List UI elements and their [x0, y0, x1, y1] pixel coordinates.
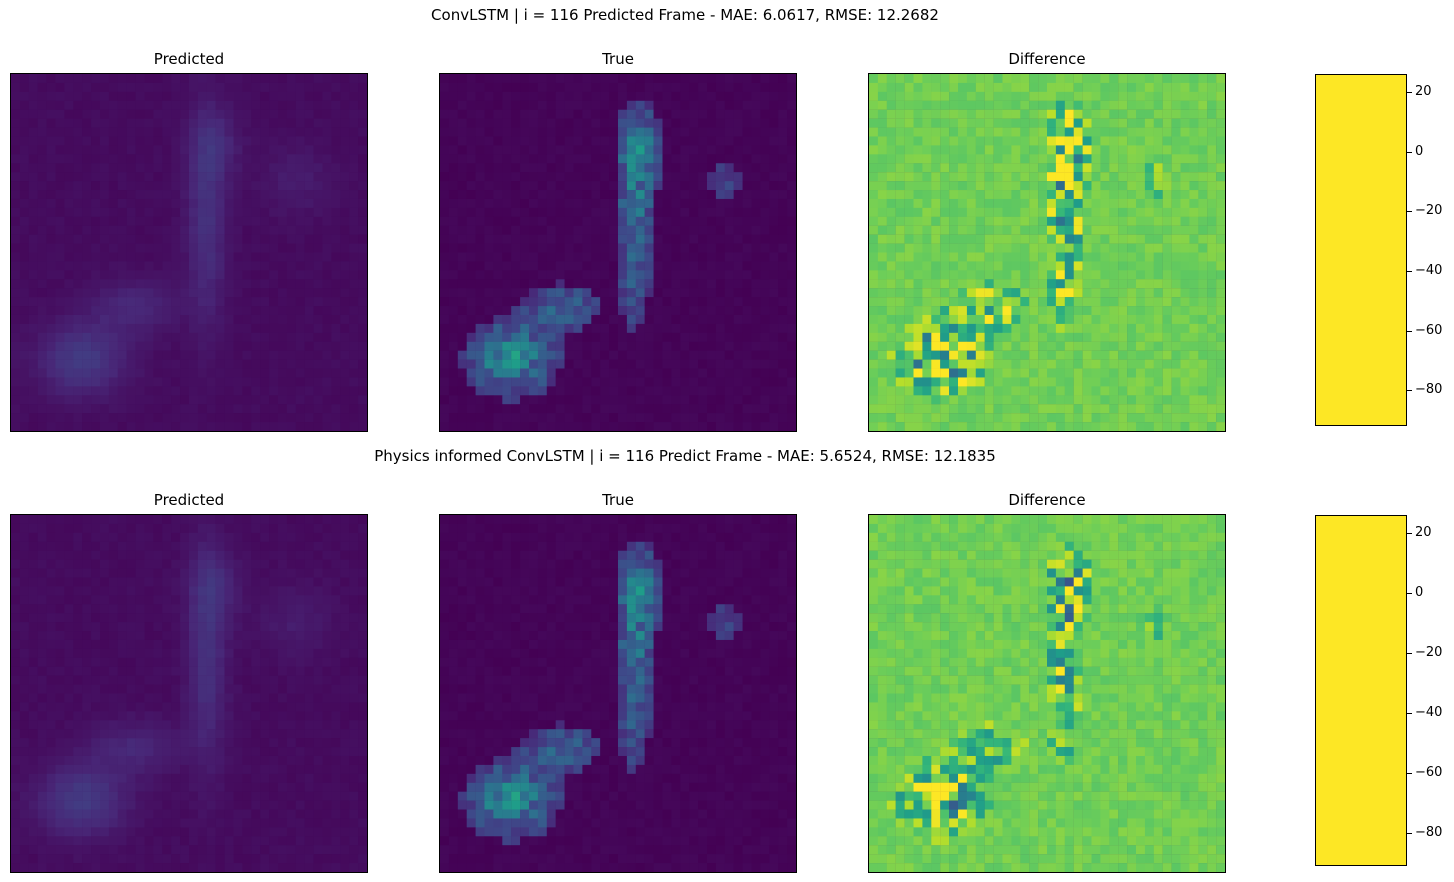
row1-predicted-title: Predicted: [153, 50, 225, 68]
colorbar-tick-label: −80: [1415, 825, 1443, 840]
colorbar-tick: [1407, 390, 1412, 391]
row1-true-title: True: [602, 50, 634, 68]
row1-suptitle: ConvLSTM | i = 116 Predicted Frame - MAE…: [431, 6, 939, 24]
colorbar-tick-label: 0: [1415, 585, 1424, 600]
row2-true-title: True: [602, 491, 634, 509]
colorbar-tick-label: −40: [1415, 263, 1443, 278]
colorbar-tick-label: −60: [1415, 765, 1443, 780]
colorbar-tick-label: −80: [1415, 382, 1443, 397]
colorbar-tick-label: 20: [1415, 525, 1432, 540]
colorbar-tick: [1407, 152, 1412, 153]
row2-difference-title: Difference: [1008, 491, 1086, 509]
row2-suptitle: Physics informed ConvLSTM | i = 116 Pred…: [374, 447, 996, 465]
colorbar-tick-label: −20: [1415, 645, 1443, 660]
colorbar-tick-label: −60: [1415, 323, 1443, 338]
row1-difference-heatmap: [868, 73, 1226, 432]
row1-colorbar: [1315, 74, 1407, 426]
row2-colorbar: [1315, 515, 1407, 866]
row2-difference-heatmap: [868, 514, 1226, 873]
colorbar-tick: [1407, 331, 1412, 332]
colorbar-tick-label: 20: [1415, 84, 1432, 99]
colorbar-tick-label: −20: [1415, 203, 1443, 218]
colorbar-tick-label: −40: [1415, 705, 1443, 720]
colorbar-tick-label: 0: [1415, 144, 1424, 159]
colorbar-tick: [1407, 833, 1412, 834]
colorbar-tick: [1407, 211, 1412, 212]
row1-predicted-heatmap: [10, 73, 368, 432]
row1-true-heatmap: [439, 73, 797, 432]
row2-predicted-heatmap: [10, 514, 368, 873]
colorbar-tick: [1407, 533, 1412, 534]
colorbar-tick: [1407, 713, 1412, 714]
colorbar-tick: [1407, 653, 1412, 654]
row2-true-heatmap: [439, 514, 797, 873]
colorbar-tick: [1407, 92, 1412, 93]
colorbar-tick: [1407, 593, 1412, 594]
row1-difference-title: Difference: [1008, 50, 1086, 68]
row2-predicted-title: Predicted: [153, 491, 225, 509]
colorbar-tick: [1407, 773, 1412, 774]
colorbar-tick: [1407, 271, 1412, 272]
